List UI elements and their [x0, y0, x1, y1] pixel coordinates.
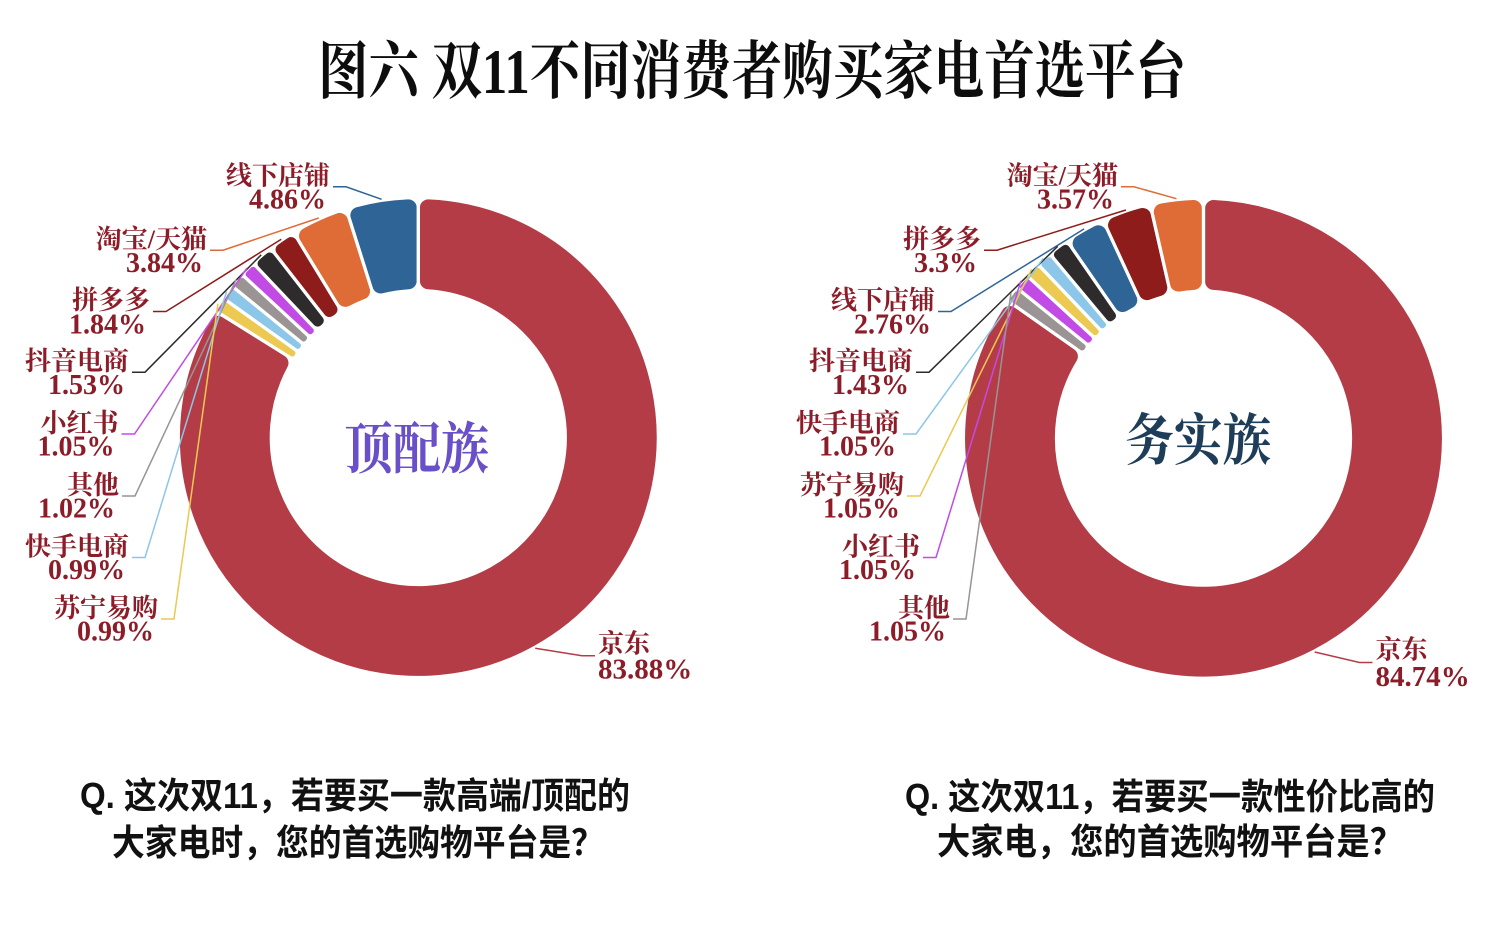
svg-text:线下店铺: 线下店铺	[226, 162, 330, 191]
svg-text:抖音电商: 抖音电商	[809, 347, 913, 376]
svg-text:83.88%: 83.88%	[598, 654, 692, 686]
svg-text:其他: 其他	[898, 594, 950, 623]
svg-text:小红书: 小红书	[40, 409, 119, 438]
svg-text:小红书: 小红书	[842, 533, 921, 562]
svg-text:Q. 这次双11，若要买一款性价比高的: Q. 这次双11，若要买一款性价比高的	[905, 776, 1435, 817]
svg-text:淘宝/天猫: 淘宝/天猫	[96, 225, 207, 254]
svg-text:抖音电商: 抖音电商	[25, 347, 129, 376]
svg-text:2.76%: 2.76%	[854, 310, 931, 341]
svg-text:1.05%: 1.05%	[823, 494, 900, 525]
svg-text:1.05%: 1.05%	[38, 432, 115, 463]
svg-text:3.84%: 3.84%	[126, 248, 203, 279]
svg-text:务实族: 务实族	[1125, 411, 1271, 473]
svg-text:拼多多: 拼多多	[903, 224, 981, 254]
svg-text:Q. 这次双11，若要买一款高端/顶配的: Q. 这次双11，若要买一款高端/顶配的	[80, 775, 630, 816]
svg-text:3.3%: 3.3%	[914, 248, 977, 279]
svg-text:快手电商: 快手电商	[796, 409, 900, 438]
svg-text:顶配族: 顶配族	[345, 419, 490, 481]
svg-text:1.43%: 1.43%	[832, 370, 909, 401]
svg-text:图六 双11不同消费者购买家电首选平台: 图六 双11不同消费者购买家电首选平台	[318, 37, 1188, 107]
svg-text:苏宁易购: 苏宁易购	[54, 593, 158, 623]
svg-text:京东: 京东	[1376, 635, 1430, 665]
svg-text:0.99%: 0.99%	[77, 617, 154, 648]
svg-text:3.57%: 3.57%	[1037, 185, 1114, 216]
svg-text:0.99%: 0.99%	[48, 555, 125, 586]
svg-text:1.05%: 1.05%	[839, 555, 916, 586]
svg-text:1.05%: 1.05%	[819, 432, 896, 463]
svg-text:京东: 京东	[598, 629, 652, 659]
svg-text:其他: 其他	[67, 471, 119, 500]
svg-text:4.86%: 4.86%	[249, 185, 326, 216]
svg-text:1.05%: 1.05%	[869, 617, 946, 648]
svg-text:大家电，您的首选购物平台是？: 大家电，您的首选购物平台是？	[937, 821, 1403, 862]
svg-text:快手电商: 快手电商	[25, 533, 129, 562]
svg-text:线下店铺: 线下店铺	[831, 286, 935, 315]
svg-text:84.74%: 84.74%	[1376, 661, 1470, 693]
svg-text:苏宁易购: 苏宁易购	[800, 470, 904, 500]
svg-text:拼多多: 拼多多	[72, 285, 150, 315]
svg-text:1.53%: 1.53%	[48, 370, 125, 401]
svg-text:1.02%: 1.02%	[38, 494, 115, 525]
svg-text:淘宝/天猫: 淘宝/天猫	[1007, 162, 1118, 191]
svg-text:1.84%: 1.84%	[69, 310, 146, 341]
svg-text:大家电时，您的首选购物平台是？: 大家电时，您的首选购物平台是？	[112, 822, 604, 863]
